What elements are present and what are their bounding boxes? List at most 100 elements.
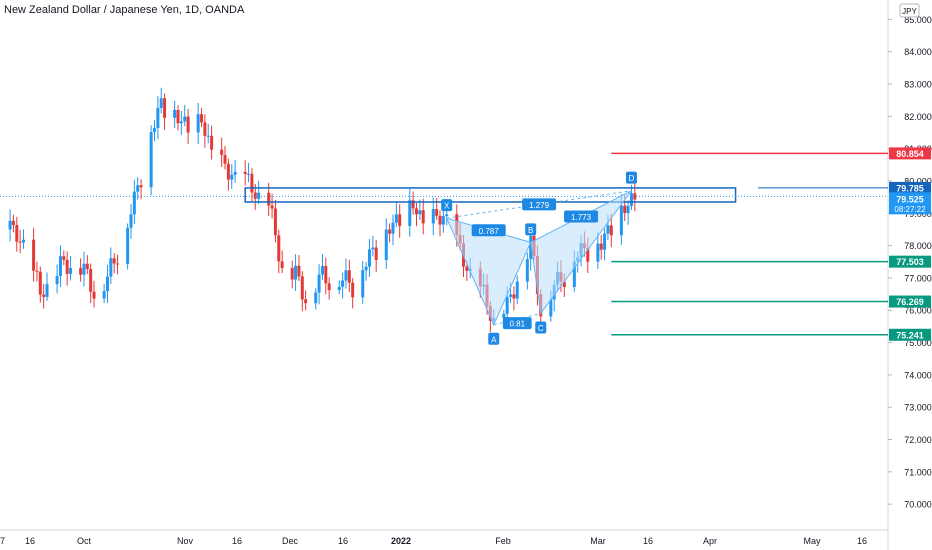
candle-body[interactable]	[572, 261, 576, 287]
candle-body[interactable]	[32, 239, 36, 271]
candle-body[interactable]	[247, 173, 251, 175]
candle-body[interactable]	[314, 292, 318, 304]
candle-body[interactable]	[220, 149, 224, 156]
candle-body[interactable]	[586, 247, 590, 262]
candle-body[interactable]	[509, 294, 513, 297]
candle-body[interactable]	[109, 258, 113, 277]
candle-body[interactable]	[529, 235, 533, 260]
candle-body[interactable]	[200, 114, 204, 123]
candle-body[interactable]	[280, 261, 284, 269]
candle-body[interactable]	[267, 192, 271, 206]
candle-body[interactable]	[179, 121, 183, 124]
candle-body[interactable]	[210, 135, 214, 150]
candle-body[interactable]	[112, 258, 116, 264]
candle-body[interactable]	[250, 173, 254, 193]
candle-body[interactable]	[629, 193, 633, 206]
candle-body[interactable]	[230, 174, 234, 180]
candle-body[interactable]	[361, 270, 365, 298]
candle-body[interactable]	[297, 265, 301, 277]
candle-body[interactable]	[206, 135, 210, 137]
candle-body[interactable]	[273, 208, 277, 236]
candle-body[interactable]	[438, 215, 442, 225]
candle-body[interactable]	[253, 192, 257, 199]
candle-body[interactable]	[324, 265, 328, 284]
candle-body[interactable]	[388, 229, 392, 234]
candle-body[interactable]	[58, 256, 62, 276]
candle-body[interactable]	[606, 225, 610, 234]
candle-body[interactable]	[116, 263, 120, 265]
candle-body[interactable]	[69, 268, 73, 274]
candle-body[interactable]	[502, 313, 506, 319]
candle-body[interactable]	[344, 270, 348, 281]
candle-body[interactable]	[233, 171, 237, 175]
candle-body[interactable]	[35, 270, 39, 272]
candle-body[interactable]	[317, 274, 321, 293]
candle-body[interactable]	[62, 256, 66, 260]
candle-body[interactable]	[126, 227, 130, 264]
candle-body[interactable]	[136, 185, 140, 192]
candle-body[interactable]	[549, 299, 553, 317]
candle-body[interactable]	[435, 209, 439, 216]
candle-body[interactable]	[176, 109, 180, 124]
candle-body[interactable]	[394, 214, 398, 223]
candle-body[interactable]	[223, 155, 227, 164]
candle-body[interactable]	[562, 281, 566, 287]
candle-body[interactable]	[364, 266, 368, 271]
candle-body[interactable]	[465, 266, 469, 271]
candle-body[interactable]	[633, 193, 637, 200]
candle-body[interactable]	[257, 192, 261, 199]
candle-body[interactable]	[186, 116, 190, 133]
candle-body[interactable]	[290, 268, 294, 280]
candle-body[interactable]	[619, 205, 623, 236]
candle-body[interactable]	[384, 229, 388, 260]
candle-body[interactable]	[505, 296, 509, 314]
candle-body[interactable]	[15, 225, 19, 242]
candle-body[interactable]	[411, 200, 415, 209]
candle-body[interactable]	[441, 215, 445, 225]
candle-body[interactable]	[374, 247, 378, 260]
candle-body[interactable]	[327, 283, 331, 291]
candle-body[interactable]	[85, 263, 89, 270]
candle-body[interactable]	[270, 205, 274, 209]
candle-body[interactable]	[132, 191, 136, 215]
candle-body[interactable]	[159, 98, 163, 108]
candle-body[interactable]	[105, 276, 109, 292]
candle-body[interactable]	[18, 241, 22, 243]
candle-body[interactable]	[367, 249, 371, 267]
currency-badge[interactable]	[899, 3, 920, 18]
candle-body[interactable]	[445, 214, 449, 216]
candle-body[interactable]	[65, 259, 69, 274]
candle-body[interactable]	[243, 171, 247, 175]
candle-body[interactable]	[609, 225, 613, 236]
candle-body[interactable]	[351, 282, 355, 298]
candle-body[interactable]	[525, 259, 529, 282]
candle-body[interactable]	[371, 247, 375, 250]
candle-body[interactable]	[418, 210, 422, 215]
candle-body[interactable]	[599, 243, 603, 250]
candle-body[interactable]	[183, 116, 187, 122]
candle-body[interactable]	[626, 205, 630, 214]
candle-body[interactable]	[79, 268, 83, 275]
candle-body[interactable]	[337, 286, 341, 291]
candle-body[interactable]	[623, 205, 627, 214]
candle-body[interactable]	[341, 280, 345, 287]
candle-body[interactable]	[398, 214, 402, 227]
candle-body[interactable]	[163, 98, 167, 118]
candle-body[interactable]	[391, 222, 395, 234]
candle-body[interactable]	[596, 243, 600, 262]
harmonic-pattern[interactable]	[445, 190, 632, 327]
candle-body[interactable]	[277, 235, 281, 262]
candle-body[interactable]	[515, 281, 519, 299]
candle-body[interactable]	[82, 263, 86, 275]
resistance-zone-box[interactable]	[244, 187, 737, 203]
candle-body[interactable]	[22, 239, 26, 243]
candle-body[interactable]	[294, 265, 298, 280]
candle-body[interactable]	[55, 275, 59, 285]
candle-body[interactable]	[421, 210, 425, 224]
candle-body[interactable]	[8, 220, 12, 230]
candle-body[interactable]	[42, 294, 46, 297]
candle-body[interactable]	[45, 284, 49, 297]
candle-body[interactable]	[173, 109, 177, 118]
candle-body[interactable]	[512, 294, 516, 299]
